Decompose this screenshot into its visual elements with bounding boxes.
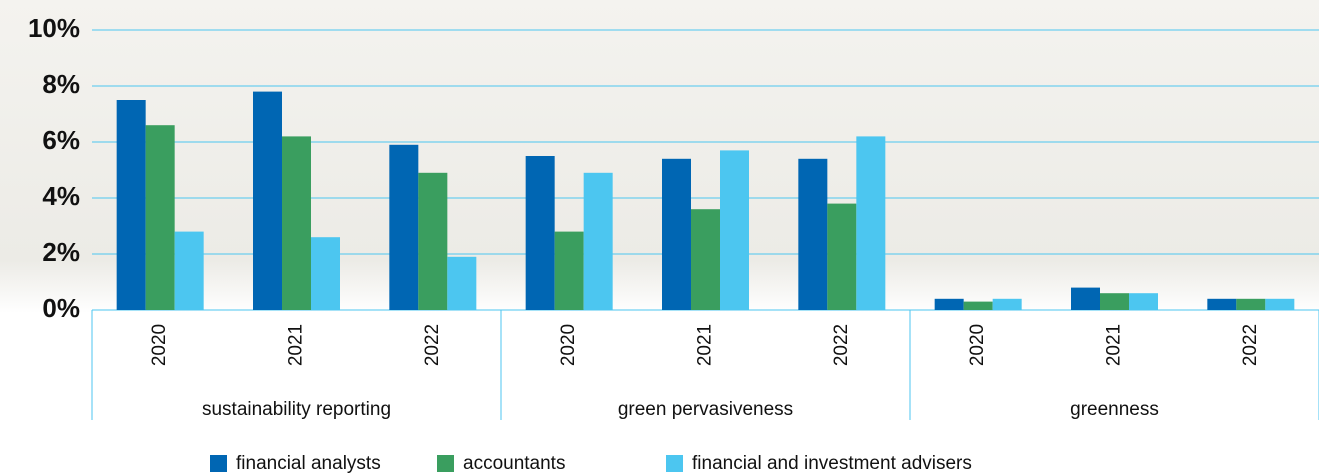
bar <box>1071 287 1100 310</box>
bar <box>554 231 584 310</box>
bar <box>1236 298 1266 310</box>
legend-swatch <box>210 455 227 472</box>
legend-label: accountants <box>463 453 565 474</box>
x-tick-label: 2021 <box>1104 324 1125 366</box>
bar <box>447 256 477 310</box>
bar <box>389 144 419 310</box>
bar <box>1129 293 1158 310</box>
x-tick-label: 2022 <box>1240 324 1261 366</box>
group-label: greenness <box>1070 399 1159 420</box>
bar <box>145 125 175 310</box>
x-tick-label: 2021 <box>286 324 307 366</box>
bar <box>720 150 749 310</box>
bar <box>827 203 857 310</box>
bar <box>1207 298 1237 310</box>
x-tick-label: 2021 <box>695 324 716 366</box>
bar <box>253 91 282 310</box>
bar <box>1100 293 1129 310</box>
x-tick-label: 2020 <box>558 324 579 366</box>
bar <box>662 158 691 310</box>
x-tick-label: 2022 <box>831 324 852 366</box>
bar <box>311 237 340 310</box>
legend-swatch <box>666 455 683 472</box>
x-tick-label: 2020 <box>967 324 988 366</box>
group-label: green pervasiveness <box>618 399 793 420</box>
y-tick-label: 8% <box>42 69 80 99</box>
bar <box>116 100 146 310</box>
bar <box>418 172 448 310</box>
legend-label: financial and investment advisers <box>692 453 972 474</box>
y-tick-label: 2% <box>42 237 80 267</box>
y-tick-label: 0% <box>42 293 80 323</box>
y-tick-label: 6% <box>42 125 80 155</box>
group-label: sustainability reporting <box>202 399 391 420</box>
bar <box>282 136 311 310</box>
bar <box>174 231 204 310</box>
bar <box>525 156 555 310</box>
legend-label: financial analysts <box>236 453 381 474</box>
bar <box>691 209 720 310</box>
y-tick-label: 4% <box>42 181 80 211</box>
bar <box>963 301 993 310</box>
bar <box>856 136 886 310</box>
legend-swatch <box>437 455 454 472</box>
x-tick-label: 2022 <box>422 324 443 366</box>
x-tick-label: 2020 <box>149 324 170 366</box>
bar <box>1265 298 1295 310</box>
bar <box>934 298 964 310</box>
y-tick-label: 10% <box>28 13 80 43</box>
bar <box>798 158 828 310</box>
bar <box>583 172 613 310</box>
bar <box>992 298 1022 310</box>
